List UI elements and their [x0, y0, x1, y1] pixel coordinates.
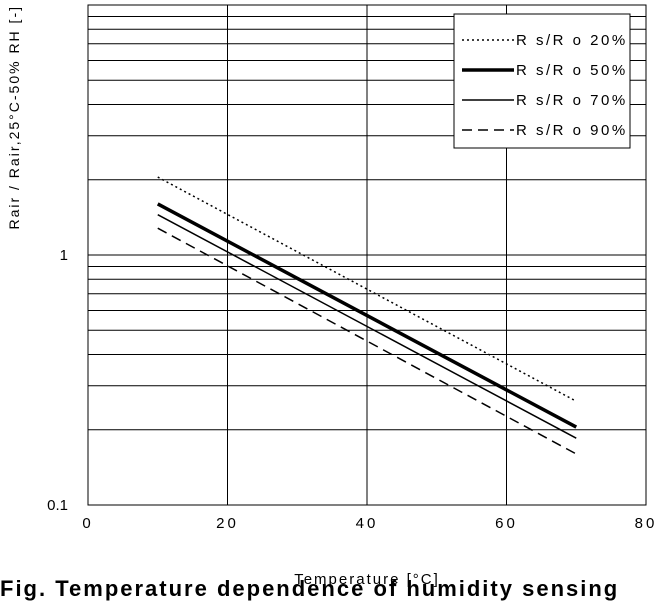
x-tick-label: 0: [82, 515, 93, 532]
plot-frame: [87, 4, 647, 506]
x-axis-label: Temperature [°C]: [294, 571, 440, 588]
legend-label: R s/R o 70%: [516, 92, 628, 109]
series-line: [156, 202, 578, 429]
x-tick-label: 80: [635, 515, 656, 532]
legend-label: R s/R o 50%: [516, 62, 628, 79]
series-line: [157, 213, 577, 439]
x-tick-label: 20: [216, 515, 239, 532]
y-tick-label: 0.1: [47, 497, 68, 514]
legend: R s/R o 20% R s/R o 50% R s/R o 70% R s/R o…: [453, 13, 631, 149]
tick-labels: 0 20 40 60 80 0.1 1: [47, 247, 656, 532]
x-tick-label: 60: [495, 515, 518, 532]
y-tick-label: 1: [60, 247, 68, 264]
legend-box: [453, 13, 631, 149]
y-axis-label: Rair / Rair,25°C-50% RH [-]: [6, 5, 22, 230]
legend-label: R s/R o 20%: [516, 32, 628, 49]
figure-caption: Fig. Temperature dependence of humidity …: [0, 576, 620, 601]
series-lines: [156, 176, 578, 455]
x-tick-label: 40: [356, 515, 379, 532]
legend-label: R s/R o 90%: [516, 122, 628, 139]
series-line: [157, 176, 577, 402]
